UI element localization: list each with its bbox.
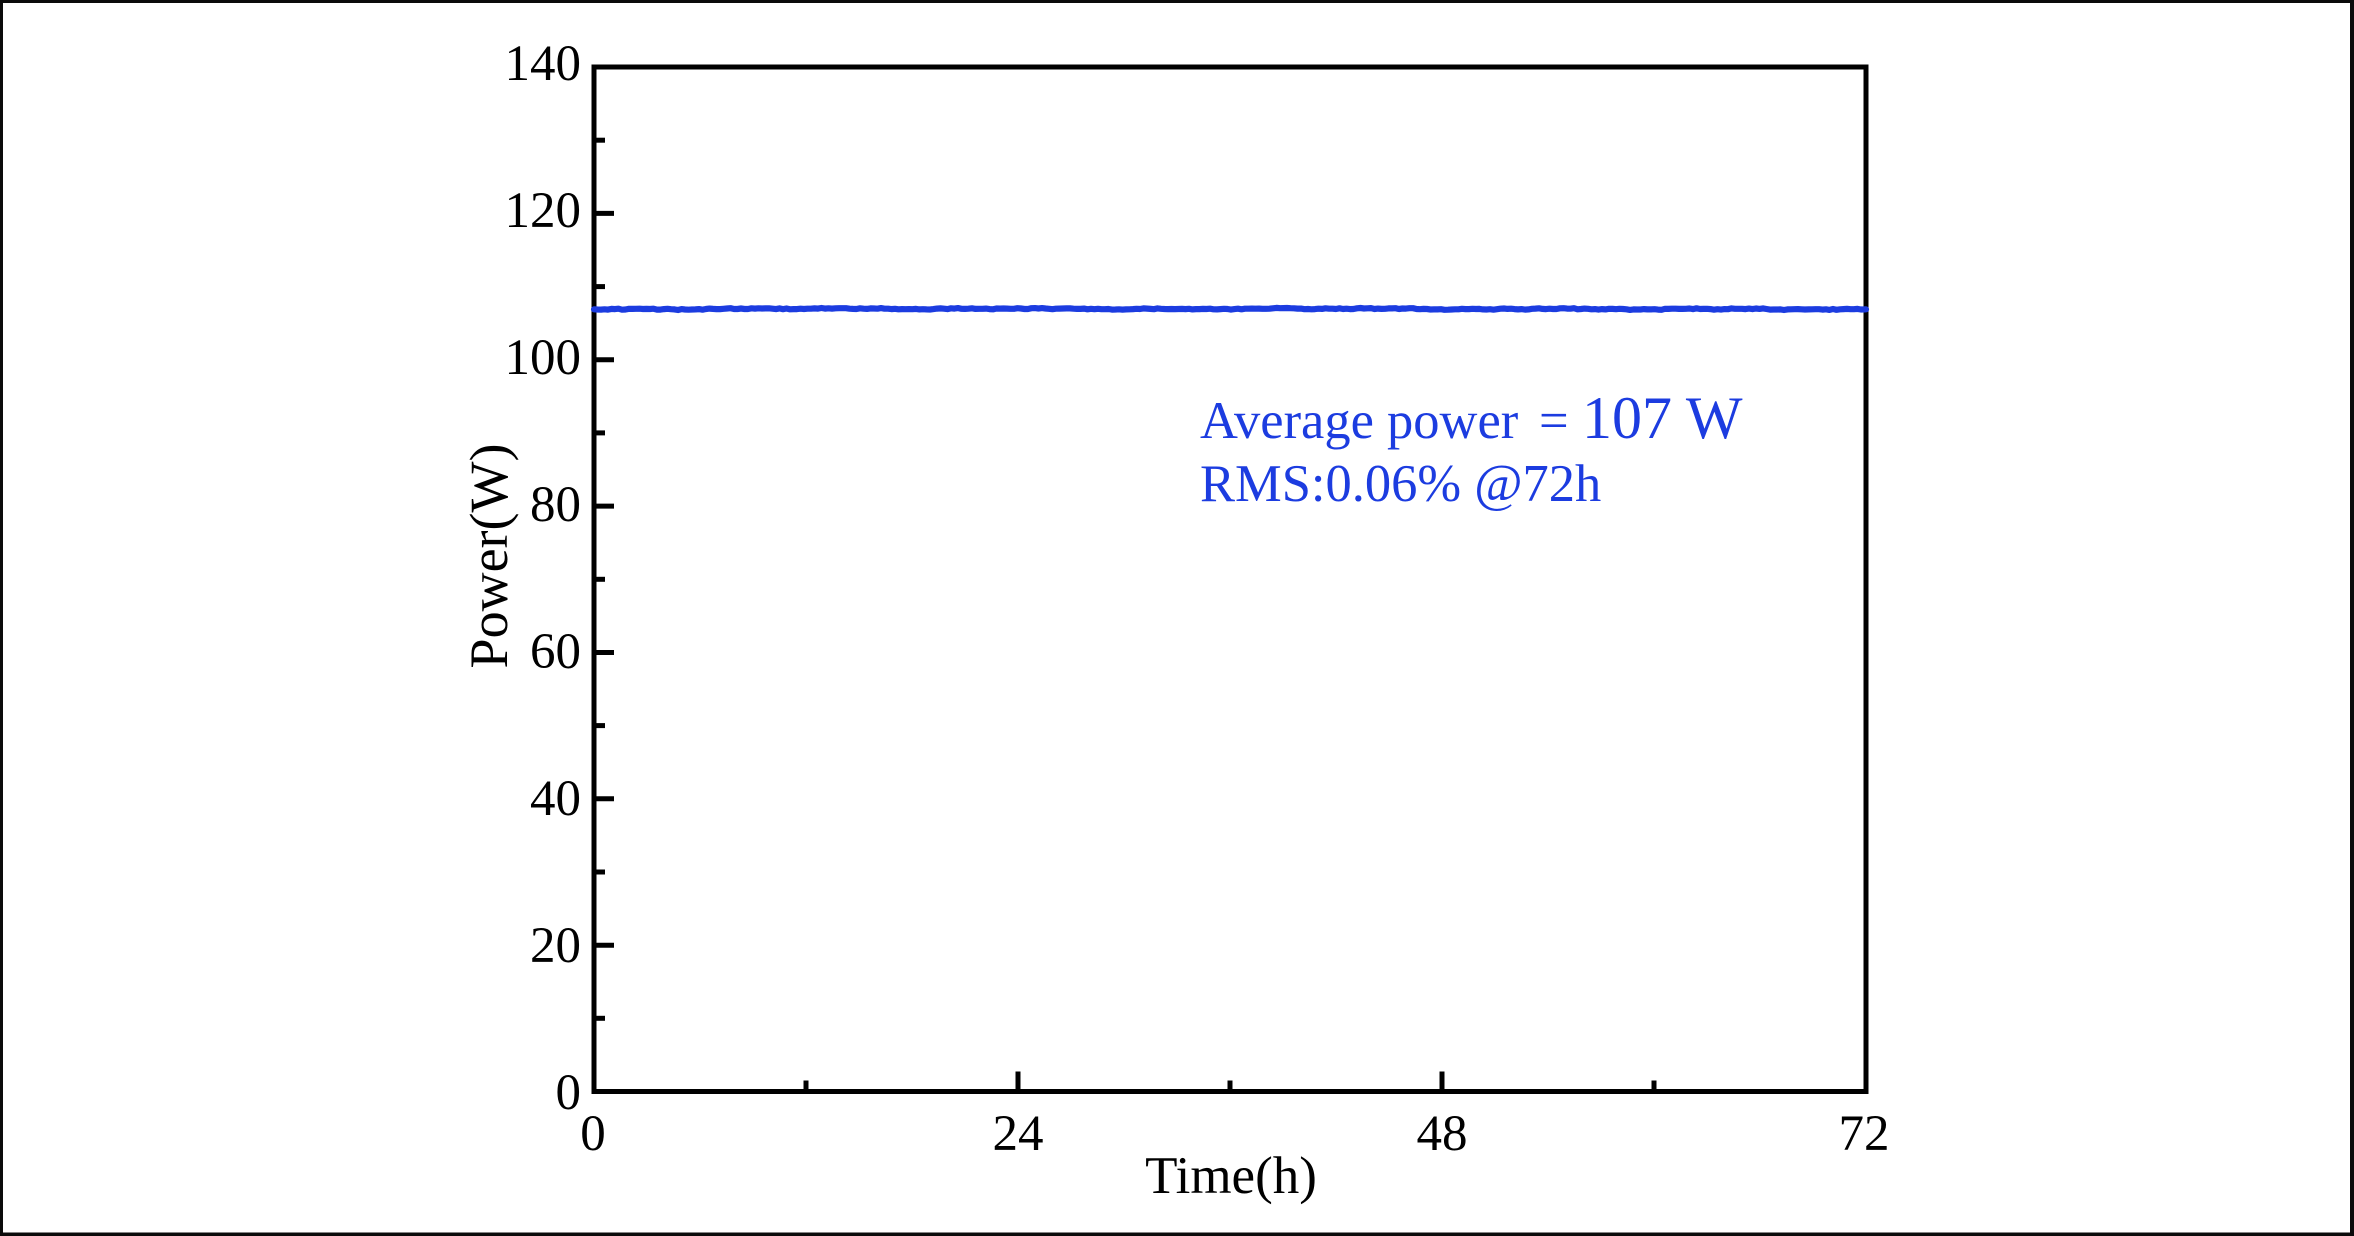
svg-text:72: 72 [1839,1106,1890,1162]
svg-text:0: 0 [580,1106,606,1162]
svg-text:40: 40 [530,771,581,827]
svg-text:Time(h): Time(h) [1145,1147,1317,1205]
svg-text:80: 80 [530,477,581,533]
svg-text:140: 140 [505,36,582,92]
svg-text:100: 100 [505,330,582,386]
svg-text:=: = [1539,392,1569,450]
svg-text:48: 48 [1417,1106,1468,1162]
svg-text:Power(W): Power(W) [459,444,519,669]
svg-text:120: 120 [505,183,582,239]
svg-text:24: 24 [993,1106,1044,1162]
svg-text:Average power: Average power [1200,392,1519,450]
svg-text:20: 20 [530,918,581,974]
svg-text:0: 0 [556,1065,582,1121]
svg-text:RMS:0.06% @72h: RMS:0.06% @72h [1200,455,1601,513]
svg-text:60: 60 [530,624,581,680]
svg-text:107 W: 107 W [1582,385,1743,451]
